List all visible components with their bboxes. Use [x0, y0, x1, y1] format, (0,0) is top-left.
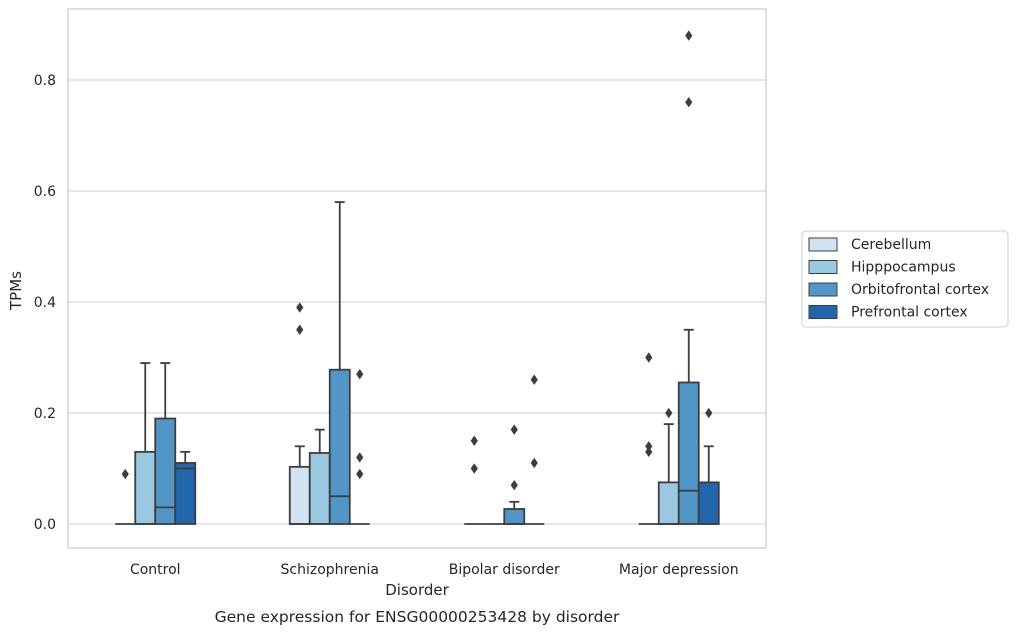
legend-swatch	[808, 282, 838, 297]
x-axis-label: Disorder	[385, 581, 449, 599]
y-tick-label: 0.8	[34, 73, 56, 89]
box	[134, 362, 157, 525]
outlier-marker	[665, 407, 673, 419]
y-axis-ticks: 0.0 0.2 0.4 0.6 0.8	[34, 73, 56, 533]
outlier-marker	[356, 452, 364, 463]
outlier-marker	[685, 97, 693, 108]
box	[503, 424, 526, 525]
box	[288, 302, 311, 525]
x-tick-label: Major depression	[619, 562, 739, 578]
box-body	[174, 462, 197, 525]
legend-item: Cerebellum	[808, 237, 931, 253]
box-body	[288, 465, 311, 525]
box	[524, 374, 545, 525]
legend-item: Orbitofrontal cortex	[808, 282, 989, 298]
box	[657, 407, 680, 525]
box-body	[697, 481, 720, 525]
legend-label: Hipppocampus	[851, 260, 956, 276]
outlier-marker	[645, 446, 653, 458]
legend-swatch	[808, 260, 838, 274]
outlier-marker	[705, 407, 713, 419]
box-body	[677, 381, 700, 525]
box	[638, 352, 659, 525]
legend-item: Prefrontal cortex	[808, 305, 968, 321]
series-hipppocampus	[134, 362, 680, 525]
box	[349, 368, 370, 525]
legend: Cerebellum Hipppocampus Orbitofrontal cort…	[801, 230, 1009, 328]
outlier-marker	[296, 302, 304, 313]
box-body	[657, 481, 680, 525]
y-tick-label: 0.2	[34, 406, 56, 422]
box	[677, 30, 700, 525]
outlier-marker	[296, 324, 304, 335]
chart-caption: Gene expression for ENSG00000253428 by d…	[215, 608, 620, 626]
x-tick-label: Bipolar disorder	[449, 562, 560, 578]
box	[328, 201, 351, 525]
box-body	[134, 450, 157, 525]
series-prefrontal-cortex	[174, 368, 720, 525]
plot-frame	[67, 8, 767, 549]
outlier-marker	[645, 441, 653, 452]
box	[154, 362, 177, 525]
outlier-marker	[685, 30, 693, 41]
y-axis-label: TPMs	[7, 271, 25, 311]
legend-swatch	[808, 305, 838, 319]
box-body	[503, 508, 526, 525]
legend-item: Hipppocampus	[808, 260, 956, 276]
outlier-marker	[470, 435, 478, 446]
box	[464, 435, 485, 525]
outlier-marker	[356, 368, 364, 380]
box-body	[328, 368, 351, 525]
x-tick-label: Schizophrenia	[281, 562, 379, 578]
box	[115, 468, 136, 525]
box	[308, 428, 331, 525]
outlier-marker	[510, 479, 518, 491]
y-tick-label: 0.0	[34, 517, 56, 533]
outlier-marker	[510, 424, 518, 435]
box	[174, 450, 197, 525]
legend-label: Cerebellum	[851, 237, 931, 253]
y-tick-label: 0.4	[34, 295, 56, 311]
box-body	[308, 452, 331, 525]
legend-label: Orbitofrontal cortex	[851, 282, 989, 298]
legend-label: Prefrontal cortex	[851, 305, 968, 321]
outlier-marker	[645, 352, 653, 363]
outlier-marker	[470, 463, 478, 474]
y-tick-label: 0.6	[34, 184, 56, 200]
legend-swatch	[808, 237, 838, 252]
outlier-marker	[530, 457, 538, 469]
outlier-marker	[530, 374, 538, 385]
x-tick-label: Control	[130, 562, 181, 578]
legend-frame	[801, 230, 1009, 328]
box-series	[115, 30, 720, 525]
outlier-marker	[356, 468, 364, 480]
series-cerebellum	[115, 302, 659, 525]
outlier-marker	[121, 468, 129, 480]
box	[697, 407, 720, 525]
series-orbitofrontal-cortex	[154, 30, 700, 525]
x-axis-ticks: Control Schizophrenia Bipolar disorder Majo…	[130, 562, 739, 578]
